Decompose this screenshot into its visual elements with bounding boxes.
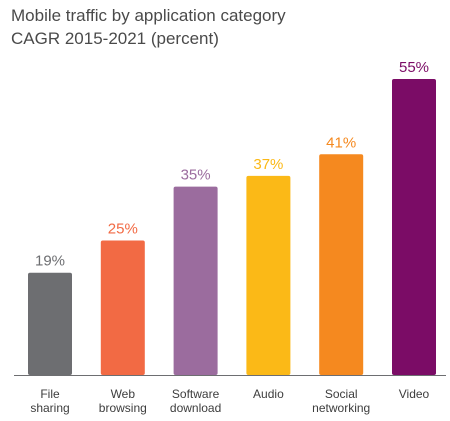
category-label: Web browsing — [99, 387, 147, 415]
category-label: Video — [399, 387, 430, 401]
bar-value-label: 55% — [399, 59, 429, 76]
bar-value-label: 37% — [253, 156, 283, 173]
chart-title-line-2: CAGR 2015-2021 (percent) — [11, 29, 219, 48]
bar-value-label: 41% — [326, 134, 356, 151]
chart-title-line-1: Mobile traffic by application category — [11, 6, 286, 25]
bar — [173, 186, 218, 375]
bar-value-label: 19% — [35, 253, 65, 270]
bar — [28, 272, 72, 375]
bar-value-label: 25% — [108, 221, 138, 238]
bar — [100, 240, 145, 375]
bar — [319, 154, 364, 375]
bar-value-label: 35% — [181, 167, 211, 184]
category-label: File sharing — [30, 387, 69, 415]
chart-title: Mobile traffic by application category C… — [11, 4, 286, 50]
category-label: Social networking — [312, 387, 370, 415]
category-label: Audio — [253, 387, 284, 401]
bar — [246, 175, 291, 375]
bar — [392, 79, 436, 375]
category-label: Software download — [170, 387, 221, 415]
